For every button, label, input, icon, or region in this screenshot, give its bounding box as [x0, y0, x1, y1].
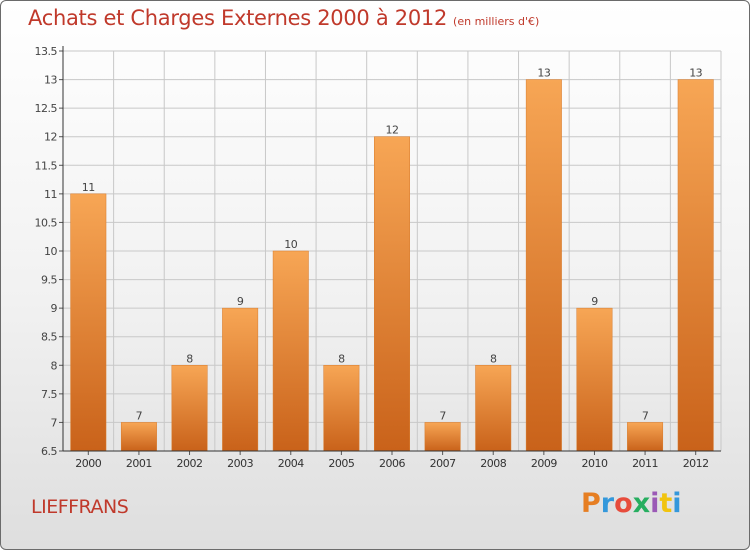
title-text: Achats et Charges Externes 2000 à 2012 [28, 6, 448, 30]
y-tick-label: 13 [44, 74, 57, 87]
logo-letter: i [672, 488, 682, 519]
bar [323, 365, 360, 452]
logo-letter: t [659, 488, 673, 519]
y-tick-label: 12.5 [35, 102, 58, 115]
bar-value-label: 12 [386, 124, 399, 137]
unit-label: (en milliers d'€) [453, 15, 540, 28]
bar-value-label: 8 [338, 352, 345, 365]
y-tick-label: 11.5 [35, 159, 58, 172]
bar-value-label: 8 [186, 352, 193, 365]
bar-value-label: 10 [284, 238, 297, 251]
x-tick-label: 2006 [379, 457, 405, 470]
bar [677, 79, 714, 452]
bar [222, 307, 259, 452]
logo-letter: r [600, 488, 615, 519]
bar [475, 365, 512, 452]
y-tick-label: 11 [44, 188, 57, 201]
y-tick-label: 8 [51, 359, 58, 372]
x-tick-label: 2004 [278, 457, 304, 470]
y-tick-label: 13.5 [35, 45, 58, 58]
axes: 6.5 7 7.5 8 8.5 9 9.5 10 10.5 11 11.5 12 12.5 13 13.5 2… [35, 45, 721, 470]
x-tick-label: 2007 [430, 457, 456, 470]
bar-value-label: 9 [591, 295, 598, 308]
bar-value-label: 13 [537, 67, 550, 80]
logo-letter: o [614, 488, 633, 519]
logo-letter: P [581, 488, 601, 519]
x-tick-label: 2003 [227, 457, 253, 470]
bar-value-label: 7 [642, 409, 649, 422]
y-tick-label: 9 [51, 302, 58, 315]
bar [120, 422, 157, 452]
logo-letter: x [632, 488, 651, 519]
bar [70, 193, 107, 452]
y-tick-label: 9.5 [41, 274, 57, 287]
bar [424, 422, 461, 452]
x-tick-label: 2000 [75, 457, 101, 470]
y-tick-label: 10 [44, 245, 57, 258]
bar-value-label: 11 [82, 181, 95, 194]
bar [171, 365, 208, 452]
bar-value-label: 13 [689, 67, 702, 80]
bar-value-label: 7 [136, 409, 143, 422]
x-tick-label: 2012 [683, 457, 709, 470]
bar [374, 136, 410, 452]
x-tick-label: 2001 [126, 457, 152, 470]
bar-value-label: 7 [439, 409, 446, 422]
x-tick-label: 2011 [632, 457, 658, 470]
bar [576, 307, 613, 452]
x-tick-label: 2009 [531, 457, 557, 470]
y-tick-label: 6.5 [41, 445, 57, 458]
bar [525, 79, 562, 452]
bar [272, 250, 309, 452]
y-tick-label: 10.5 [35, 216, 58, 229]
bar-value-label: 9 [237, 295, 244, 308]
y-tick-label: 8.5 [41, 331, 57, 344]
y-tick-label: 7.5 [41, 388, 57, 401]
logo-letter: i [650, 488, 660, 519]
proxiti-logo[interactable]: Proxiti [581, 488, 682, 519]
y-tick-label: 7 [51, 416, 58, 429]
x-tick-label: 2010 [581, 457, 607, 470]
x-tick-label: 2005 [328, 457, 354, 470]
x-tick-label: 2002 [177, 457, 203, 470]
y-tick-label: 12 [44, 131, 57, 144]
x-tick-label: 2008 [480, 457, 506, 470]
bar-value-label: 8 [490, 352, 497, 365]
bars: 11 7 8 9 10 8 12 7 8 13 9 7 13 [70, 67, 714, 452]
place-name: LIEFFRANS [31, 496, 129, 518]
chart-title: Achats et Charges Externes 2000 à 2012 (e… [28, 6, 539, 30]
bar [627, 422, 664, 452]
